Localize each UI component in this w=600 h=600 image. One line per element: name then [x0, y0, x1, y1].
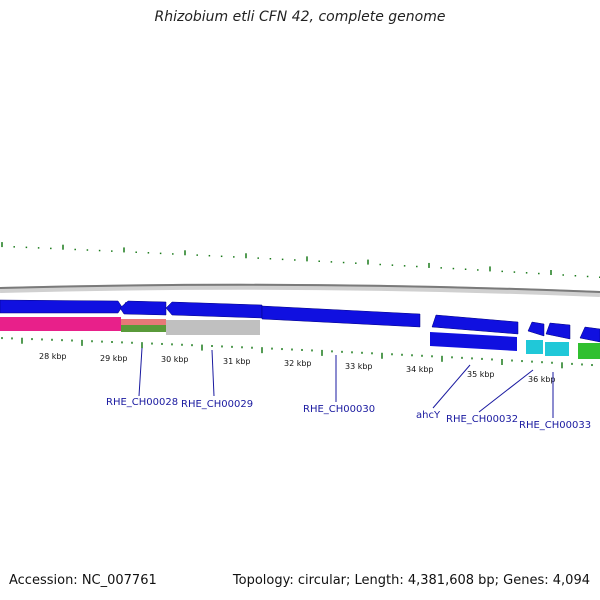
genome-backbone-line	[0, 283, 600, 293]
gene-label[interactable]: RHE_CH00029	[181, 399, 253, 410]
accession-text: Accession: NC_007761	[9, 573, 157, 588]
scale-label: 29 kbp	[100, 354, 128, 363]
gene-label[interactable]: RHE_CH00032	[446, 414, 518, 425]
pink-feature[interactable]	[0, 317, 121, 331]
gene-feature[interactable]	[579, 326, 600, 343]
leader-line	[211, 349, 215, 397]
genome-stats-text: Topology: circular; Length: 4,381,608 bp…	[232, 573, 590, 588]
gene-label[interactable]: RHE_CH00030	[303, 404, 375, 415]
cyan-feature[interactable]	[526, 340, 543, 354]
gene-feature[interactable]	[527, 321, 545, 337]
gene-feature[interactable]	[261, 305, 421, 328]
green-feature[interactable]	[578, 343, 600, 359]
gene-label[interactable]: ahcY	[416, 410, 441, 421]
map-title: Rhizobium etli CFN 42, complete genome	[154, 9, 446, 25]
gene-labels: RHE_CH00028 RHE_CH00029 RHE_CH00030 ahcY…	[106, 397, 591, 431]
scale-label: 28 kbp	[39, 352, 67, 361]
gray-feature[interactable]	[166, 320, 260, 335]
scale-label: 31 kbp	[223, 357, 251, 366]
leader-line	[138, 347, 143, 397]
gene-feature[interactable]	[165, 301, 263, 319]
scale-label: 32 kbp	[284, 359, 312, 368]
forward-gene-track	[0, 299, 600, 343]
scale-label: 30 kbp	[161, 355, 189, 364]
feature-category-track	[0, 317, 600, 359]
gene-label[interactable]: RHE_CH00028	[106, 397, 178, 408]
genome-backbone	[0, 283, 600, 297]
scale-ticks	[1, 337, 593, 369]
scale-label: 33 kbp	[345, 362, 373, 371]
scale-label: 34 kbp	[406, 365, 434, 374]
leader-line	[432, 364, 471, 409]
gene-label-leaders	[138, 347, 554, 418]
scale-label: 36 kbp	[528, 375, 556, 384]
leader-line	[478, 369, 534, 413]
gene-label[interactable]: RHE_CH00033	[519, 420, 591, 431]
cyan-feature[interactable]	[545, 342, 569, 356]
gene-feature[interactable]	[0, 299, 123, 314]
gene-feature-reverse[interactable]	[430, 332, 517, 351]
gene-feature[interactable]	[119, 300, 167, 316]
rrna-feature-green[interactable]	[121, 325, 166, 332]
gene-feature[interactable]	[545, 322, 571, 340]
scale-label: 35 kbp	[467, 370, 495, 379]
rrna-feature-red[interactable]	[121, 319, 166, 325]
gc-skew-track	[1, 242, 600, 278]
scale-labels: 28 kbp 29 kbp 30 kbp 31 kbp 32 kbp 33 kb…	[39, 352, 556, 384]
gene-feature[interactable]	[431, 314, 519, 335]
